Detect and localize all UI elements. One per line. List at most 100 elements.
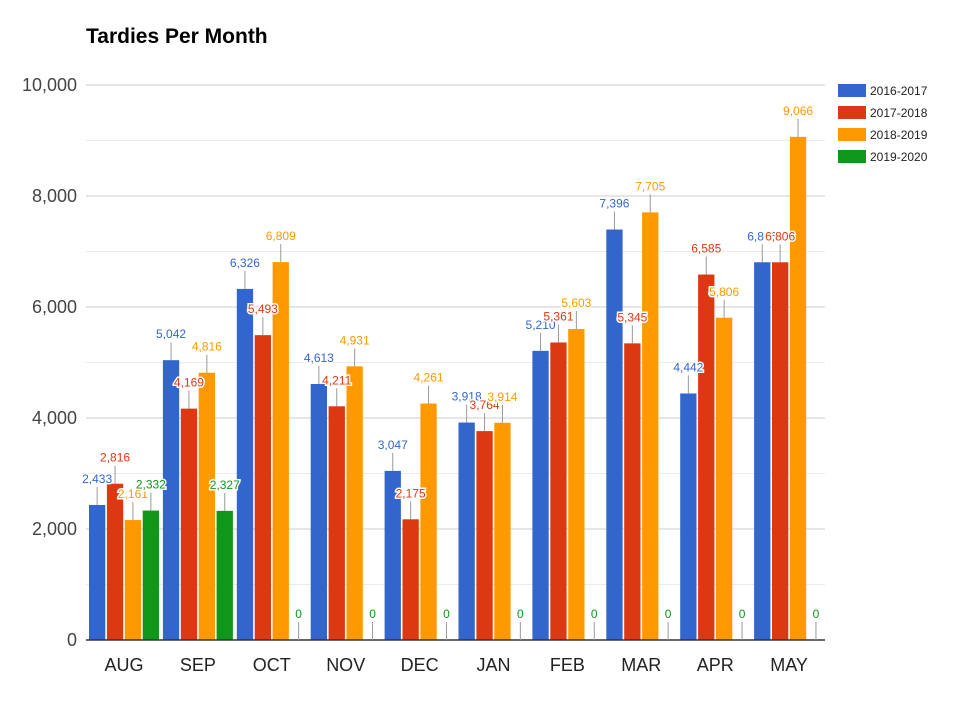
legend-swatch [838,128,866,141]
legend-entry: 2016-2017 [870,84,928,98]
legend-swatch [838,84,866,97]
y-tick-label: 4,000 [32,408,77,428]
bar [420,403,437,640]
bar [642,212,659,640]
y-tick-label: 2,000 [32,519,77,539]
data-label: 5,493 [248,302,278,316]
data-label: 4,442 [673,360,703,374]
x-category-label: MAY [770,655,808,675]
bar [236,288,254,640]
bar [346,366,363,640]
data-label: 6,585 [691,242,721,256]
bar [680,393,697,640]
data-label: 0 [813,607,820,621]
x-category-label: SEP [180,655,216,675]
data-label: 4,816 [192,340,222,354]
bar [550,342,567,640]
bar [254,335,271,640]
legend-swatch [838,150,866,163]
legend: 2016-2017 2017-2018 2018-2019 2019-2020 [838,84,928,164]
chart-title: Tardies Per Month [86,25,268,48]
bar [89,504,106,640]
y-tick-label: 0 [67,630,77,650]
x-axis-categories: AUG SEP OCT NOV DEC JAN FEB MAR APR MAY [104,655,807,675]
bar [716,317,733,640]
legend-entry: 2017-2018 [870,106,928,120]
data-label: 6,809 [266,229,296,243]
bar [698,274,715,640]
data-label: 6,326 [230,256,260,270]
bar [532,350,549,640]
data-label: 2,327 [210,478,240,492]
data-label: 7,396 [599,197,629,211]
bar [216,510,233,640]
bar [310,383,327,640]
legend-entry: 2019-2020 [870,150,928,164]
data-label: 6,806 [765,229,795,243]
data-label: 2,332 [136,478,166,492]
bar [458,422,475,640]
legend-entry: 2018-2019 [870,128,928,142]
bar [106,483,124,640]
x-category-label: AUG [104,655,143,675]
data-label: 5,345 [617,310,647,324]
bar [402,519,419,640]
x-category-label: JAN [476,655,510,675]
data-label: 3,047 [378,438,408,452]
data-label: 5,361 [543,309,573,323]
legend-swatch [838,106,866,119]
data-label: 5,806 [709,285,739,299]
data-label: 3,914 [487,390,517,404]
bar [772,262,789,640]
data-label: 5,042 [156,327,186,341]
data-label: 4,211 [322,373,351,387]
data-label: 0 [443,607,450,621]
data-label: 4,931 [340,333,370,347]
bar [476,431,493,640]
bar [198,372,215,640]
bar [624,343,641,640]
bar [142,510,159,640]
bar [568,329,585,640]
x-category-label: FEB [550,655,585,675]
data-label: 0 [517,607,524,621]
y-tick-label: 6,000 [32,297,77,317]
data-label: 4,169 [174,376,204,390]
bar [180,408,198,640]
data-label: 7,705 [635,179,665,193]
data-label: 0 [295,607,302,621]
data-label: 2,433 [82,472,112,486]
data-label: 2,175 [396,486,426,500]
x-category-label: APR [697,655,734,675]
x-category-label: OCT [253,655,291,675]
data-label: 5,603 [561,296,591,310]
data-label: 0 [591,607,598,621]
bar [272,262,289,640]
y-tick-label: 8,000 [32,186,77,206]
data-label: 4,613 [304,351,334,365]
data-label: 3,764 [470,398,500,412]
data-label: 2,161 [118,487,148,501]
data-label: 5,210 [526,318,556,332]
bar [789,136,807,640]
bar [754,262,771,640]
bar [162,360,180,640]
x-category-label: NOV [326,655,365,675]
bar [328,406,345,640]
y-tick-label: 10,000 [22,75,77,95]
data-label: 9,066 [783,104,813,118]
bar [124,520,142,640]
data-label: 2,816 [100,451,130,465]
x-category-label: MAR [621,655,661,675]
data-label: 0 [369,607,376,621]
data-label: 0 [739,607,746,621]
bar [384,470,401,640]
data-label: 6,806 [747,229,777,243]
x-category-label: DEC [401,655,439,675]
bars [89,136,807,640]
data-label: 4,261 [414,371,444,385]
bar [606,229,623,640]
